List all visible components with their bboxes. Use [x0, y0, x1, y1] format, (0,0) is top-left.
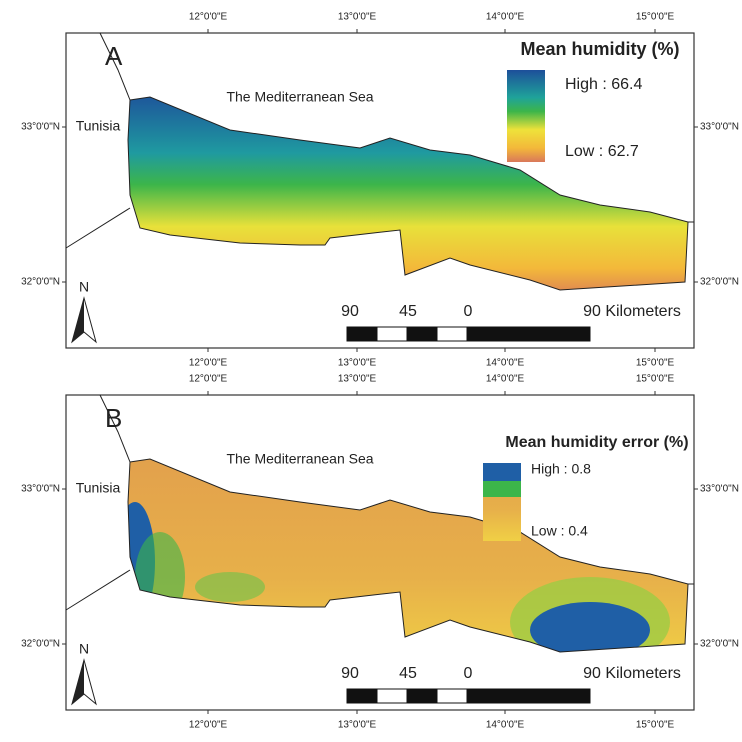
panel-label: B — [105, 403, 122, 433]
north-arrow — [72, 660, 84, 704]
top-tick-label: 15°0'0"E — [636, 12, 675, 23]
left-tick-label: 32°0'0"N — [21, 639, 60, 650]
legend-ramp-mid — [483, 481, 521, 497]
scale-label: 90 — [341, 303, 359, 320]
bottom-tick-label: 15°0'0"E — [636, 358, 675, 369]
panel-label: A — [105, 41, 123, 71]
top-tick-label: 12°0'0"E — [189, 12, 228, 23]
bottom-tick-label: 12°0'0"E — [189, 720, 228, 731]
scale-segment — [406, 326, 438, 342]
top-tick-label: 14°0'0"E — [486, 12, 525, 23]
bottom-tick-label: 15°0'0"E — [636, 720, 675, 731]
scale-segment — [466, 688, 591, 704]
scale-segment — [436, 688, 468, 704]
sea-label: The Mediterranean Sea — [226, 89, 373, 105]
north-label: N — [79, 279, 89, 295]
bottom-tick-label: 13°0'0"E — [338, 720, 377, 731]
scale-label: 0 — [464, 665, 473, 682]
top-tick-label: 15°0'0"E — [636, 374, 675, 385]
left-tick-label: 33°0'0"N — [21, 484, 60, 495]
scale-segment — [436, 326, 468, 342]
scale-segment — [406, 688, 438, 704]
top-tick-label: 12°0'0"E — [189, 374, 228, 385]
bottom-tick-label: 13°0'0"E — [338, 358, 377, 369]
scale-label: 45 — [399, 665, 417, 682]
bottom-tick-label: 14°0'0"E — [486, 720, 525, 731]
coastline — [127, 96, 689, 291]
country-label: Tunisia — [76, 118, 121, 134]
scale-label: 90 Kilometers — [583, 303, 681, 320]
country-label: Tunisia — [76, 480, 121, 496]
scale-segment — [376, 326, 408, 342]
top-tick-label: 13°0'0"E — [338, 12, 377, 23]
right-tick-label: 33°0'0"N — [700, 122, 739, 133]
left-tick-label: 33°0'0"N — [21, 122, 60, 133]
legend-ramp — [507, 70, 545, 162]
north-label: N — [79, 641, 89, 657]
error-high — [530, 602, 650, 652]
map-panel: B The Mediterranean Sea Tunisia N Mean humid… — [21, 374, 739, 731]
error-mid — [195, 572, 265, 602]
scale-segment — [346, 688, 378, 704]
top-tick-label: 13°0'0"E — [338, 374, 377, 385]
scale-label: 0 — [464, 303, 473, 320]
legend-high: High : 66.4 — [565, 76, 642, 93]
coastline — [65, 32, 694, 249]
right-tick-label: 32°0'0"N — [700, 277, 739, 288]
top-tick-label: 14°0'0"E — [486, 374, 525, 385]
bottom-tick-label: 12°0'0"E — [189, 358, 228, 369]
legend-ramp-top — [483, 463, 521, 481]
legend-title: Mean humidity (%) — [520, 39, 679, 59]
scale-label: 90 Kilometers — [583, 665, 681, 682]
legend-low: Low : 0.4 — [531, 523, 588, 539]
right-tick-label: 32°0'0"N — [700, 639, 739, 650]
coastline — [65, 394, 694, 611]
sea-label: The Mediterranean Sea — [226, 451, 373, 467]
scale-segment — [466, 326, 591, 342]
right-tick-label: 33°0'0"N — [700, 484, 739, 495]
scale-segment — [346, 326, 378, 342]
bottom-tick-label: 14°0'0"E — [486, 358, 525, 369]
map-panel: A The Mediterranean Sea Tunisia N Mean humid… — [21, 12, 739, 369]
scale-label: 45 — [399, 303, 417, 320]
legend-title: Mean humidity error (%) — [505, 434, 688, 451]
scale-segment — [376, 688, 408, 704]
legend-low: Low : 62.7 — [565, 143, 639, 160]
coastline — [127, 458, 689, 653]
north-arrow — [72, 298, 84, 342]
left-tick-label: 32°0'0"N — [21, 277, 60, 288]
legend-high: High : 0.8 — [531, 461, 591, 477]
scale-label: 90 — [341, 665, 359, 682]
